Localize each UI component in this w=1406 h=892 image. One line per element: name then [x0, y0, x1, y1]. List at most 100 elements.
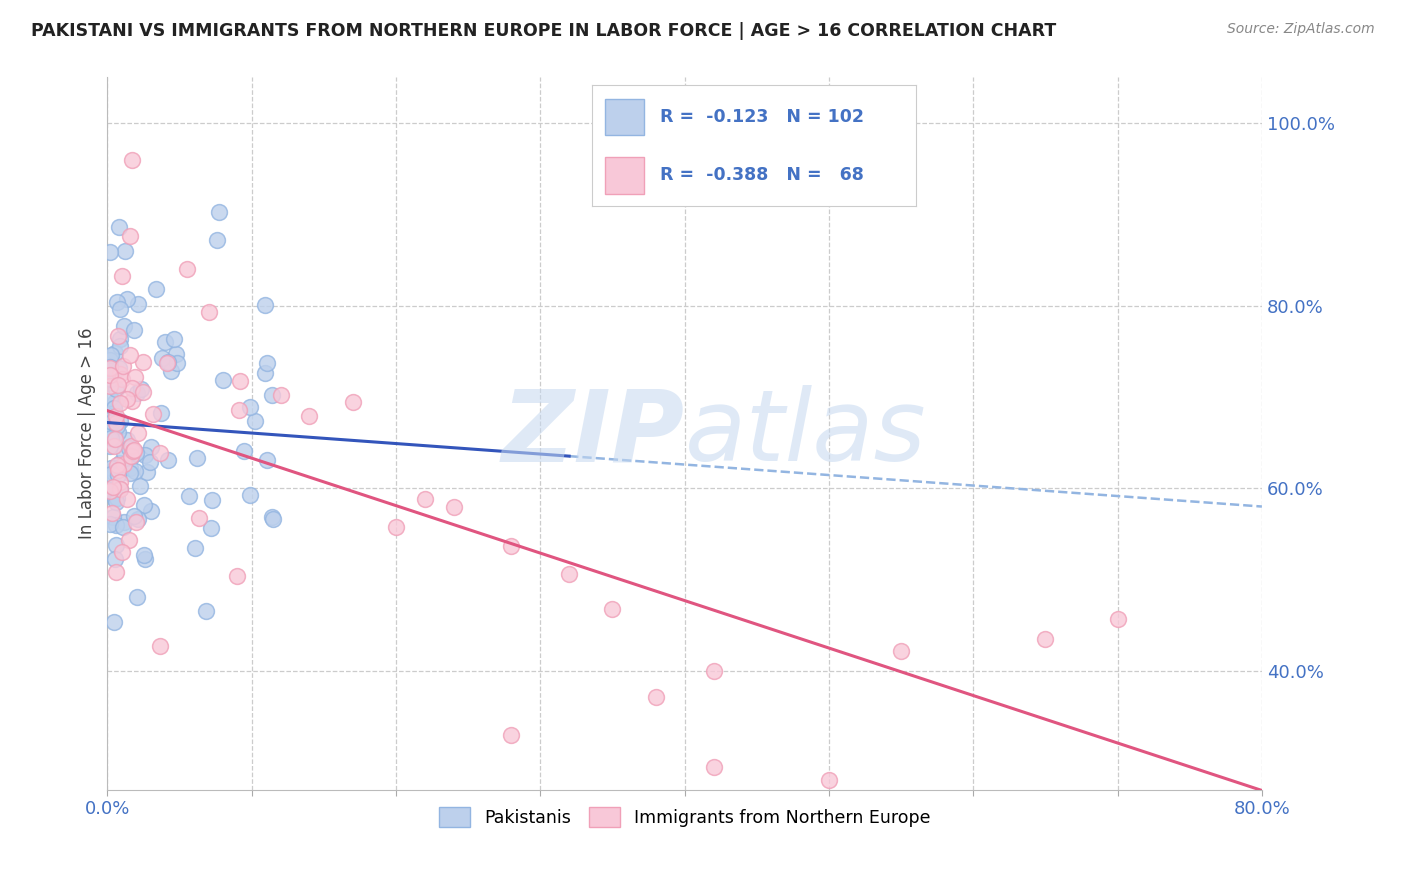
Point [142, 407, 165, 421]
Point [104, 492, 127, 507]
Point [108, 482, 131, 496]
Point [200, 521, 222, 535]
Point [115, 392, 138, 407]
Point [176, 262, 198, 277]
Text: Source: ZipAtlas.com: Source: ZipAtlas.com [1227, 22, 1375, 37]
Point [127, 297, 149, 311]
Point [100, 460, 122, 475]
Point [108, 332, 131, 346]
Point [194, 604, 217, 618]
Point [110, 269, 132, 284]
Point [98, 516, 121, 531]
Point [558, 566, 581, 581]
Point [145, 282, 167, 296]
Point [342, 395, 364, 409]
Point [111, 520, 134, 534]
Point [127, 591, 149, 605]
Point [104, 495, 127, 509]
Point [139, 504, 162, 518]
Point [103, 429, 125, 443]
Point [108, 396, 131, 410]
Point [121, 450, 143, 464]
Text: PAKISTANI VS IMMIGRANTS FROM NORTHERN EUROPE IN LABOR FORCE | AGE > 16 CORRELATI: PAKISTANI VS IMMIGRANTS FROM NORTHERN EU… [31, 22, 1056, 40]
Point [443, 500, 465, 514]
Point [157, 354, 180, 368]
Point [121, 153, 143, 167]
Point [98, 359, 121, 374]
Point [702, 760, 724, 774]
Point [98, 391, 121, 405]
Point [186, 450, 208, 465]
Point [118, 442, 141, 456]
Point [115, 433, 138, 447]
Point [239, 487, 262, 501]
Point [413, 491, 436, 506]
Point [112, 318, 135, 333]
Point [110, 456, 132, 470]
Point [149, 446, 172, 460]
Point [117, 533, 139, 547]
Point [150, 406, 173, 420]
Point [101, 480, 124, 494]
Point [163, 332, 186, 346]
Point [232, 443, 254, 458]
Point [104, 382, 127, 396]
Point [104, 395, 127, 409]
Point [108, 220, 131, 235]
Point [108, 483, 131, 497]
Point [104, 416, 127, 430]
Point [101, 506, 124, 520]
Point [108, 339, 131, 353]
Point [98, 368, 121, 383]
Point [245, 413, 267, 427]
Point [134, 448, 156, 462]
Point [100, 415, 122, 429]
Point [270, 388, 292, 402]
Point [1035, 632, 1057, 646]
Point [100, 483, 122, 497]
Point [111, 372, 134, 386]
Point [105, 295, 128, 310]
Point [122, 442, 145, 457]
Point [103, 439, 125, 453]
Point [132, 355, 155, 369]
Point [156, 356, 179, 370]
Point [208, 205, 231, 219]
Point [118, 460, 141, 475]
Point [818, 773, 841, 788]
Point [124, 464, 146, 478]
Point [124, 369, 146, 384]
Point [501, 728, 523, 742]
Point [177, 489, 200, 503]
Point [121, 381, 143, 395]
Point [212, 373, 235, 387]
Point [108, 475, 131, 489]
Point [501, 539, 523, 553]
Point [201, 492, 224, 507]
Point [122, 443, 145, 458]
Point [108, 367, 131, 381]
Point [132, 548, 155, 562]
Point [122, 508, 145, 523]
Point [132, 499, 155, 513]
Point [207, 233, 229, 247]
Point [127, 425, 149, 440]
Point [98, 407, 121, 421]
Point [103, 466, 125, 480]
Point [183, 541, 205, 555]
Point [104, 409, 127, 423]
Point [110, 414, 132, 428]
Point [298, 409, 321, 423]
Point [104, 345, 127, 359]
Point [166, 356, 188, 370]
Point [105, 517, 128, 532]
Point [226, 569, 249, 583]
Point [120, 347, 142, 361]
Legend: Pakistanis, Immigrants from Northern Europe: Pakistanis, Immigrants from Northern Eur… [432, 800, 936, 834]
Point [103, 461, 125, 475]
Point [108, 302, 131, 317]
Point [260, 388, 283, 402]
Point [385, 520, 408, 534]
Point [138, 455, 160, 469]
Point [188, 511, 211, 525]
